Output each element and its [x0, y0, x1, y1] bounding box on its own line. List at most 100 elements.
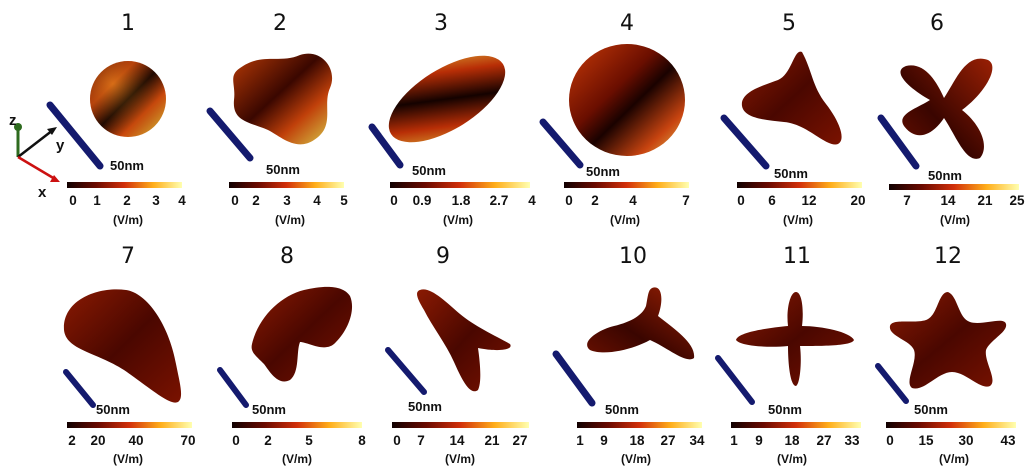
colorbar-tick: 9 — [600, 433, 608, 448]
colorbar: 0 2 5 8 (V/m) — [232, 422, 366, 466]
colorbar-tick: 43 — [1000, 433, 1016, 448]
scale-bar — [368, 123, 404, 169]
panel-3: 3 50nm 0 0.9 1.8 2.7 4 (V/m) — [368, 11, 536, 227]
scale-label: 50nm — [928, 168, 962, 183]
panel-9: 9 50nm 0 7 14 21 27 (V/m) — [385, 244, 529, 466]
axes-triad: z y x — [9, 112, 65, 201]
particle-bent-rod — [251, 286, 353, 382]
colorbar-tick: 1 — [576, 433, 584, 448]
panel-4: 4 50nm 0 2 4 7 (V/m) — [539, 11, 690, 227]
colorbar-unit: (V/m) — [113, 452, 143, 466]
panel-6: 6 50nm 7 14 21 25 (V/m) — [877, 11, 1025, 227]
scale-bar — [385, 347, 427, 395]
y-axis-label: y — [56, 137, 65, 154]
scale-bar — [63, 369, 96, 408]
scale-bar — [217, 367, 249, 408]
colorbar-tick: 0 — [886, 433, 894, 448]
colorbar-tick: 0.9 — [413, 193, 432, 208]
scale-label: 50nm — [914, 402, 948, 417]
colorbar-tick: 0 — [565, 193, 573, 208]
colorbar-tick: 0 — [393, 433, 401, 448]
panel-7: 7 50nm 2 20 40 70 (V/m) — [63, 244, 196, 466]
colorbar-tick: 0 — [231, 193, 239, 208]
panel-number: 3 — [434, 11, 448, 36]
particle-star — [889, 292, 1007, 389]
colorbar: 0 2 3 4 5 (V/m) — [229, 182, 348, 227]
colorbar-tick: 15 — [918, 433, 934, 448]
colorbar-tick: 12 — [801, 193, 816, 208]
scale-bar — [877, 114, 920, 170]
panel-number: 6 — [930, 11, 944, 36]
colorbar-tick: 33 — [844, 433, 860, 448]
panel-number: 4 — [620, 11, 634, 36]
scale-label: 50nm — [586, 164, 620, 179]
colorbar-tick: 25 — [1009, 193, 1025, 208]
colorbar-tick: 14 — [449, 433, 465, 448]
colorbar: 0 6 12 20 (V/m) — [737, 182, 866, 227]
colorbar-tick: 18 — [629, 433, 645, 448]
colorbar-tick: 30 — [958, 433, 973, 448]
colorbar: 0 0.9 1.8 2.7 4 (V/m) — [390, 182, 536, 227]
scale-label: 50nm — [605, 402, 639, 417]
scale-bar — [720, 114, 770, 170]
scale-bar — [875, 363, 909, 404]
scale-label: 50nm — [774, 166, 808, 181]
panel-2: 2 50nm 0 2 3 4 5 (V/m) — [206, 11, 348, 227]
colorbar-tick: 2 — [252, 193, 260, 208]
colorbar-tick: 2 — [123, 193, 131, 208]
colorbar-tick: 3 — [283, 193, 291, 208]
colorbar-tick: 14 — [940, 193, 956, 208]
colorbar-tick: 5 — [305, 433, 313, 448]
colorbar-tick: 9 — [755, 433, 763, 448]
colorbar: 1 9 18 27 33 (V/m) — [730, 422, 861, 466]
panel-number: 7 — [121, 244, 135, 269]
panel-11: 11 50nm 1 9 18 27 33 (V/m) — [715, 244, 861, 466]
particle-spheroid — [569, 44, 685, 156]
scale-label: 50nm — [110, 158, 144, 173]
scale-label: 50nm — [266, 162, 300, 177]
colorbar: 0 7 14 21 27 (V/m) — [392, 422, 529, 466]
particle-tripod — [741, 51, 842, 145]
colorbar-unit: (V/m) — [445, 452, 475, 466]
z-axis-label: z — [9, 112, 17, 129]
colorbar: 2 20 40 70 (V/m) — [67, 422, 196, 466]
panel-number: 1 — [121, 11, 135, 36]
colorbar-tick: 3 — [152, 193, 160, 208]
scale-label: 50nm — [252, 402, 286, 417]
panel-number: 9 — [436, 244, 450, 269]
colorbar-tick: 27 — [660, 433, 675, 448]
scale-label: 50nm — [412, 163, 446, 178]
colorbar-tick: 34 — [689, 433, 705, 448]
colorbar-tick: 7 — [903, 193, 911, 208]
panel-number: 8 — [280, 244, 294, 269]
colorbar-unit: (V/m) — [282, 452, 312, 466]
scale-bar — [715, 355, 755, 405]
particle-sphere — [90, 61, 166, 137]
y-axis — [17, 129, 54, 158]
colorbar-unit: (V/m) — [621, 452, 651, 466]
colorbar-unit: (V/m) — [113, 213, 143, 227]
colorbar-tick: 4 — [178, 193, 186, 208]
colorbar-tick: 7 — [682, 193, 690, 208]
colorbar-tick: 2 — [591, 193, 599, 208]
colorbar: 1 9 18 27 34 (V/m) — [576, 422, 705, 466]
particle-cross — [736, 292, 854, 386]
particle-tripod — [587, 287, 695, 360]
colorbar-unit: (V/m) — [275, 213, 305, 227]
colorbar-unit: (V/m) — [940, 213, 970, 227]
colorbar-tick: 0 — [737, 193, 745, 208]
panel-1: 1 50nm 0 1 2 3 4 (V/m) — [46, 11, 186, 227]
colorbar: 0 1 2 3 4 (V/m) — [67, 182, 186, 227]
colorbar-tick: 21 — [484, 433, 500, 448]
panel-10: 10 50nm 1 9 18 27 34 (V/m) — [552, 244, 705, 466]
colorbar-unit: (V/m) — [939, 452, 969, 466]
x-axis — [17, 155, 56, 181]
colorbar-tick: 1.8 — [452, 193, 471, 208]
colorbar-tick: 18 — [784, 433, 800, 448]
colorbar-tick: 7 — [417, 433, 425, 448]
scale-bar — [46, 101, 104, 170]
colorbar-tick: 4 — [313, 193, 321, 208]
colorbar-unit: (V/m) — [443, 213, 473, 227]
colorbar-tick: 5 — [340, 193, 348, 208]
